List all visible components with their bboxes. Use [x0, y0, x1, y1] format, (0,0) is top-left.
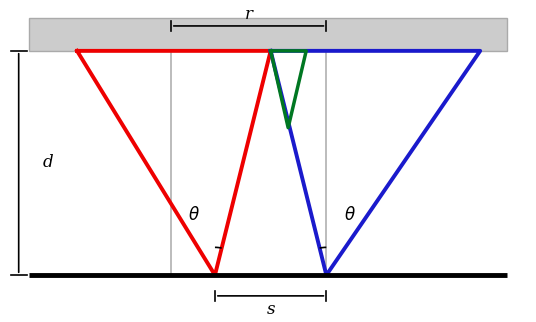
Text: r: r [244, 6, 252, 23]
Text: d: d [42, 155, 53, 172]
Bar [29, 18, 507, 51]
Text: $\theta$: $\theta$ [188, 206, 200, 224]
Text: s: s [266, 301, 275, 318]
Text: $\theta$: $\theta$ [344, 206, 356, 224]
